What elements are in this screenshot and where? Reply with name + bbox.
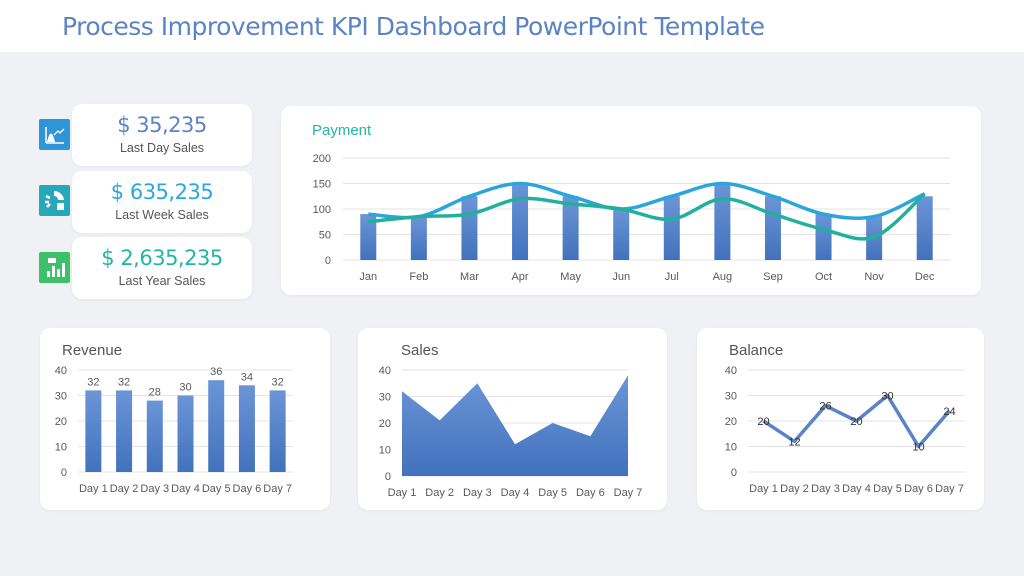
revenue-chart-title: Revenue — [62, 342, 123, 359]
area-chart-icon — [39, 119, 70, 150]
kpi-label: Last Week Sales — [115, 208, 209, 222]
kpi-value: $ 635,235 — [110, 180, 214, 204]
kpi-card-last-day: $ 35,235 Last Day Sales — [72, 104, 252, 166]
kpi-value: $ 2,635,235 — [101, 246, 223, 270]
sales-chart-title: Sales — [401, 342, 439, 359]
kpi-value: $ 35,235 — [117, 113, 207, 137]
kpi-card-last-week: $ 635,235 Last Week Sales — [72, 171, 252, 233]
balance-chart-title: Balance — [729, 342, 784, 359]
kpi-card-last-year: $ 2,635,235 Last Year Sales — [72, 237, 252, 299]
kpi-label: Last Year Sales — [118, 274, 206, 288]
header-bar: Process Improvement KPI Dashboard PowerP… — [0, 0, 1024, 52]
page-title: Process Improvement KPI Dashboard PowerP… — [62, 12, 765, 41]
pie-calculator-icon — [39, 185, 70, 216]
kpi-label: Last Day Sales — [119, 141, 205, 155]
payment-chart-title: Payment — [312, 122, 372, 139]
payment-chart-card — [281, 106, 981, 295]
bar-chart-icon — [39, 252, 70, 283]
